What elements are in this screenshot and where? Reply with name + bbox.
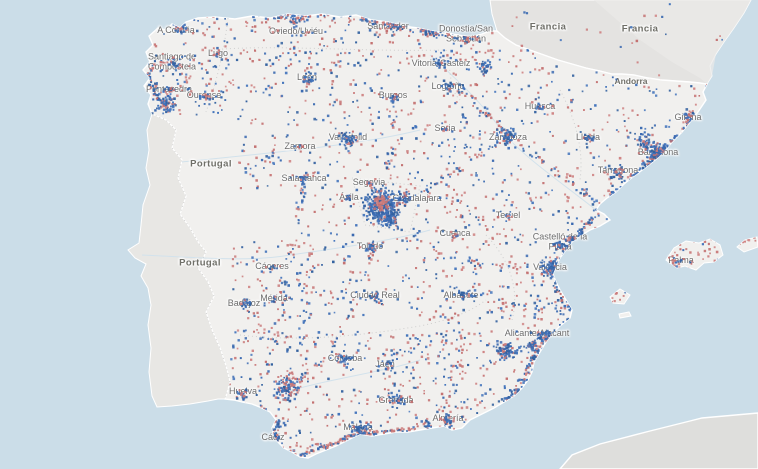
map-viewport[interactable]: Francia Francia Andorra Portugal Portugal A C… [0, 0, 758, 469]
basemap-layer [127, 0, 758, 469]
